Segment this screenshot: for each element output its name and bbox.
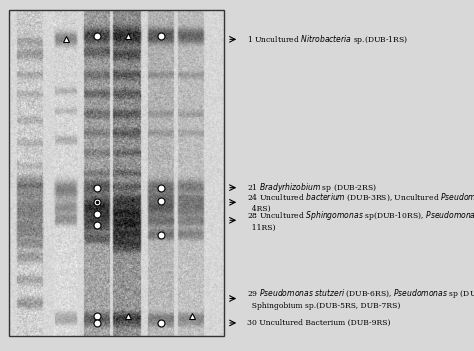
Text: 21 $\mathit{Bradyrhizobium}$ sp (DUB-2RS): 21 $\mathit{Bradyrhizobium}$ sp (DUB-2RS… [247, 181, 377, 194]
Bar [9, 10, 224, 336]
Text: 1: 1 [64, 0, 69, 2]
Text: 30 Uncultured Bacterium (DUB-9RS): 30 Uncultured Bacterium (DUB-9RS) [247, 319, 391, 327]
Text: 1 Uncultured $\mathit{Nitrobacteria}$ sp.(DUB-1RS): 1 Uncultured $\mathit{Nitrobacteria}$ sp… [247, 33, 408, 46]
Text: 29 $\mathit{Pseudomonas\ stutzeri}$ (DUB-6RS), $\mathit{Pseudomonas}$ sp (DUB-8R: 29 $\mathit{Pseudomonas\ stutzeri}$ (DUB… [247, 287, 474, 310]
Text: 5: 5 [189, 0, 195, 2]
Text: 28 Uncultured $\mathit{Sphingomonas}$ sp(DUB-10RS), $\mathit{Pseudomonas}$ sp (D: 28 Uncultured $\mathit{Sphingomonas}$ sp… [247, 209, 474, 232]
Text: 0: 0 [28, 0, 34, 2]
Text: 2: 2 [94, 0, 100, 2]
Text: 3: 3 [125, 0, 131, 2]
Text: 24 Uncultured $\mathit{bacterium}$ (DUB-3RS), Uncultured $\mathit{Pseudomonas}$ : 24 Uncultured $\mathit{bacterium}$ (DUB-… [247, 192, 474, 213]
Text: 4: 4 [158, 0, 164, 2]
